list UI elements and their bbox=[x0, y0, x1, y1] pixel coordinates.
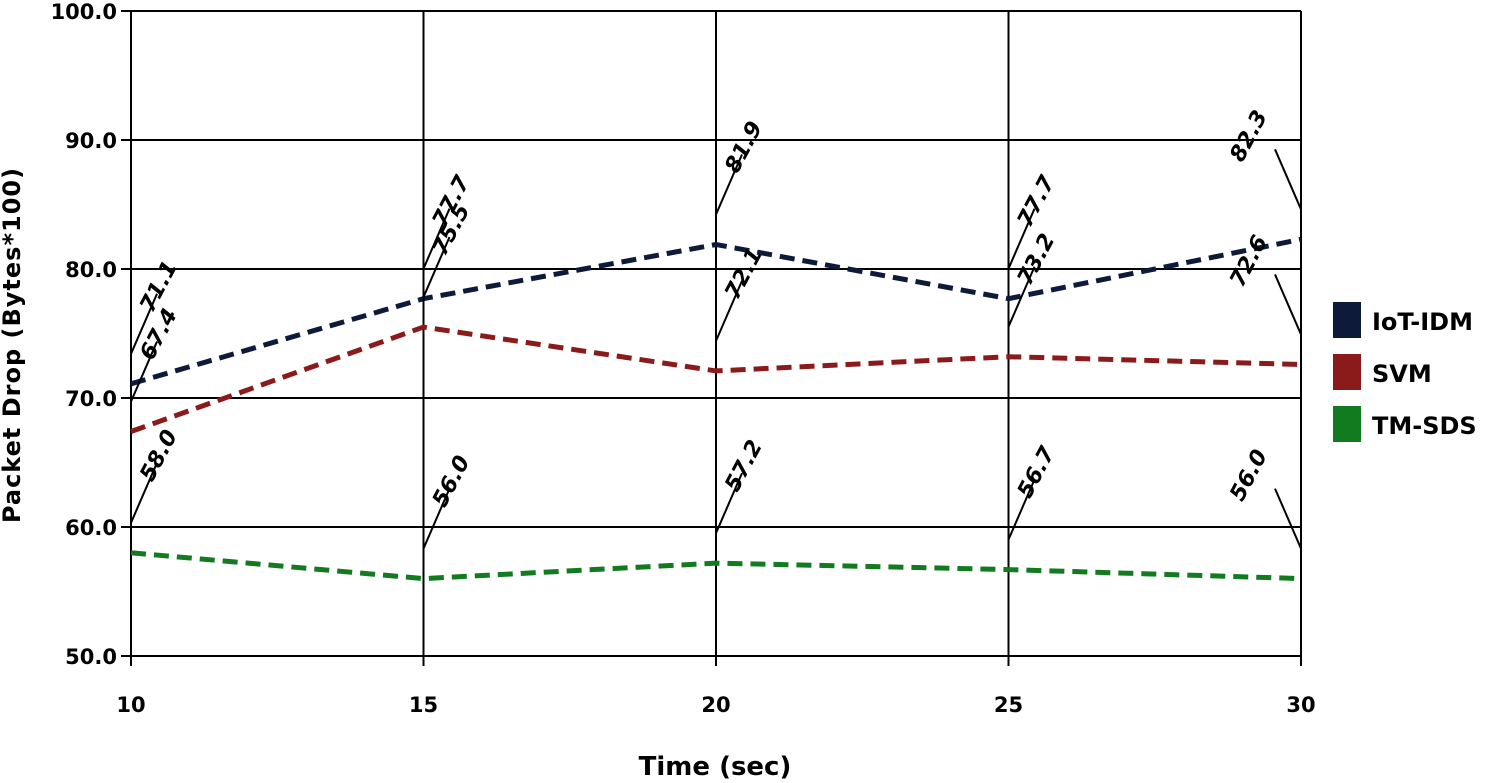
data-label: 72.6 bbox=[1225, 232, 1273, 292]
data-label-leader bbox=[1274, 488, 1302, 575]
y-tick-labels: 50.0 60.0 70.0 80.0 90.0 100.0 bbox=[51, 0, 117, 669]
data-label-leader bbox=[1007, 266, 1036, 353]
data-label-leader bbox=[130, 293, 158, 380]
data-label-leader bbox=[130, 462, 158, 549]
legend-swatch-svm bbox=[1333, 354, 1361, 390]
x-tick-label: 25 bbox=[994, 693, 1023, 717]
x-axis-title: Time (sec) bbox=[639, 752, 792, 782]
data-label: 67.4 bbox=[135, 305, 183, 365]
y-tick-label: 100.0 bbox=[51, 0, 117, 24]
x-tick-label: 10 bbox=[116, 693, 145, 717]
data-label-leader bbox=[715, 472, 743, 560]
y-tick-label: 60.0 bbox=[65, 516, 117, 540]
series-lines bbox=[130, 236, 1302, 582]
legend-label: SVM bbox=[1372, 360, 1432, 388]
data-label-leader bbox=[130, 341, 158, 428]
x-tick-label: 30 bbox=[1286, 693, 1315, 717]
data-label-leader bbox=[1274, 148, 1302, 236]
series-line-svm bbox=[130, 324, 1302, 434]
data-label: 57.2 bbox=[720, 436, 768, 496]
data-label-leader bbox=[1274, 274, 1302, 361]
y-tick-label: 90.0 bbox=[65, 129, 117, 153]
data-label: 58.0 bbox=[135, 426, 183, 486]
y-tick-label: 50.0 bbox=[65, 645, 117, 669]
legend-label: TM-SDS bbox=[1372, 412, 1477, 440]
legend-swatch-tm-sds bbox=[1333, 406, 1361, 442]
data-label-leader bbox=[715, 154, 743, 241]
y-tick-label: 70.0 bbox=[65, 387, 117, 411]
legend-swatch-iot-idm bbox=[1333, 302, 1361, 338]
x-tick-label: 20 bbox=[701, 693, 730, 717]
legend-label: IoT-IDM bbox=[1372, 308, 1473, 336]
data-label: 73.2 bbox=[1013, 230, 1061, 290]
x-tick-label: 15 bbox=[409, 693, 438, 717]
data-label-leader bbox=[1007, 208, 1036, 295]
data-label: 72.1 bbox=[720, 244, 768, 304]
x-tick-labels: 10 15 20 25 30 bbox=[116, 693, 1315, 717]
data-label: 81.9 bbox=[720, 118, 768, 178]
data-label-leader bbox=[422, 488, 451, 575]
legend: IoT-IDM SVM TM-SDS bbox=[1333, 302, 1477, 442]
series-line-iot-idm bbox=[130, 236, 1302, 387]
data-label: 56.0 bbox=[428, 452, 476, 512]
data-label: 56.0 bbox=[1225, 446, 1273, 506]
series-line-tm-sds bbox=[130, 550, 1302, 582]
data-label-leader bbox=[422, 236, 451, 324]
data-label-leader bbox=[422, 208, 451, 295]
data-label-leader bbox=[715, 280, 743, 367]
data-label-leader bbox=[1007, 479, 1036, 566]
data-label: 82.3 bbox=[1225, 106, 1273, 166]
data-label: 56.7 bbox=[1013, 442, 1061, 502]
data-label: 77.7 bbox=[1013, 171, 1061, 231]
data-label-leaders bbox=[130, 148, 1302, 575]
y-axis-title: Packet Drop (Bytes*100) bbox=[0, 167, 26, 523]
y-tick-label: 80.0 bbox=[65, 258, 117, 282]
data-labels: 71.177.781.977.782.367.475.572.1 73.2 72.6… bbox=[135, 106, 1273, 511]
